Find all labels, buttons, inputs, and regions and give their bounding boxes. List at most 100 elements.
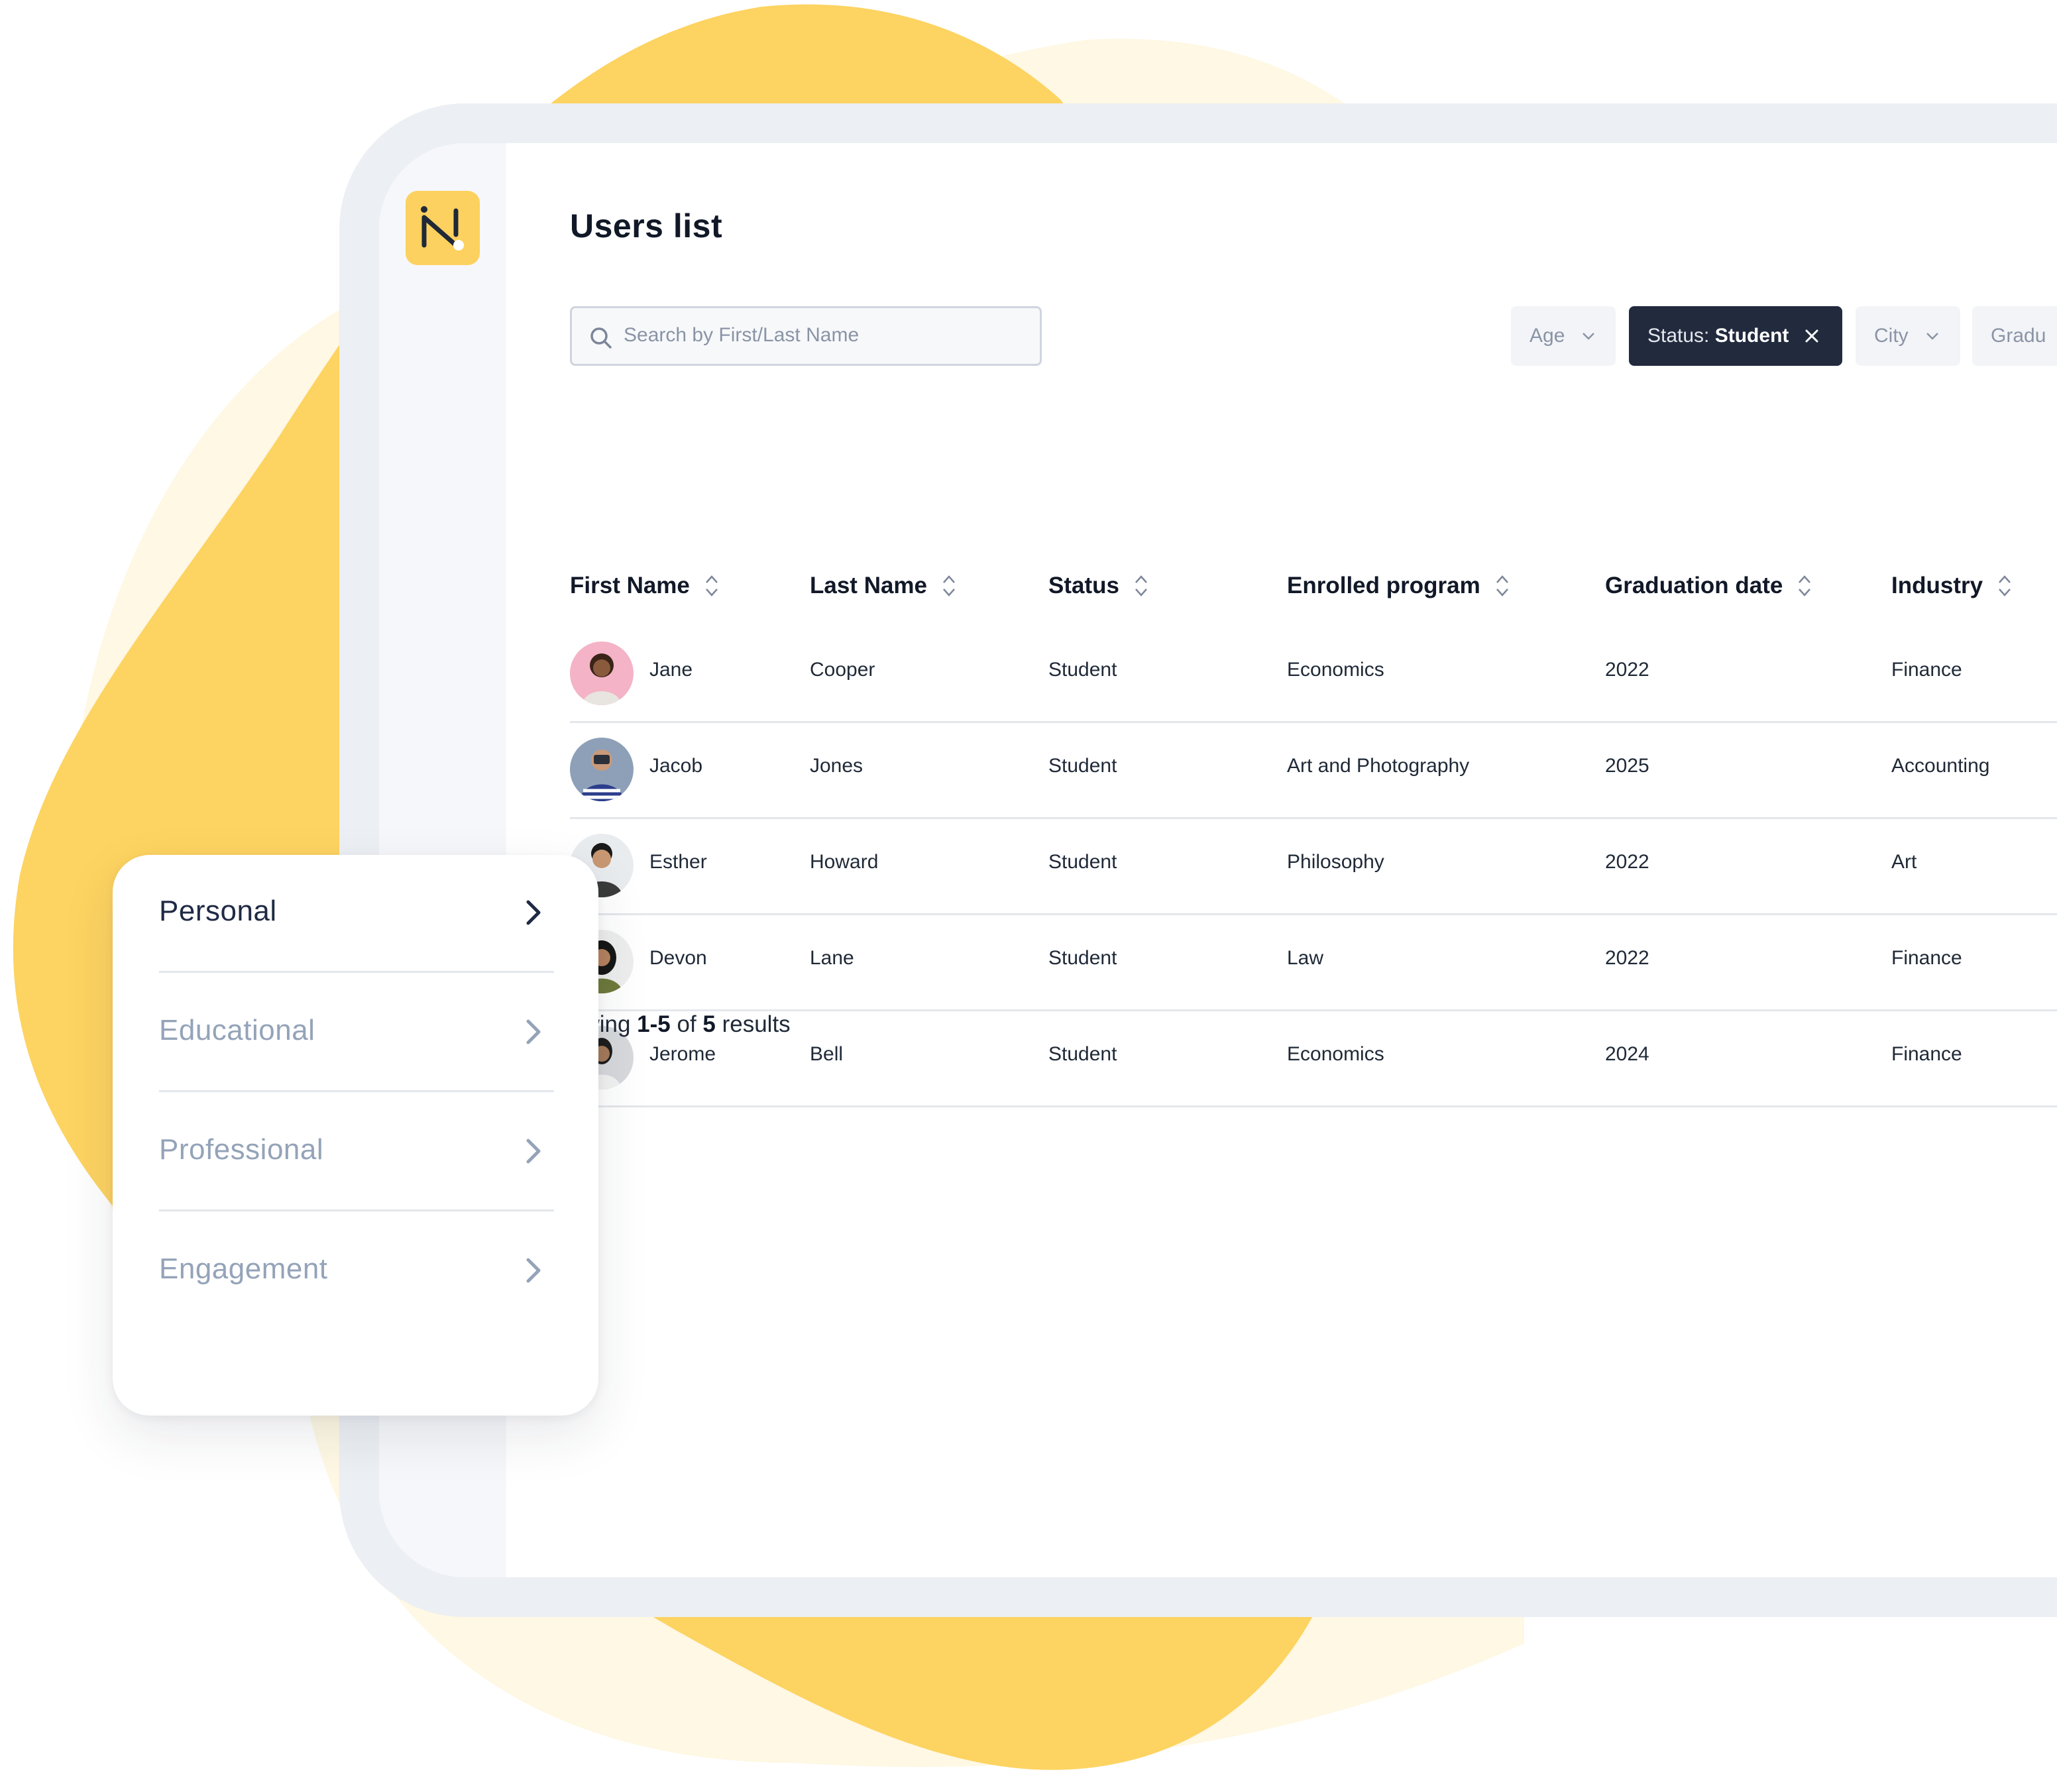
- cell-status: Student: [1048, 851, 1117, 873]
- cell-industry: Finance: [1891, 659, 1962, 681]
- column-header-status[interactable]: Status: [1048, 573, 1148, 599]
- category-educational[interactable]: Educational: [159, 974, 554, 1092]
- cell-last-name: Jones: [810, 755, 863, 777]
- chevron-right-icon: [526, 1258, 541, 1283]
- table-row[interactable]: Jerome Bell Student Economics 2024 Finan…: [570, 1011, 2057, 1107]
- cell-graduation: 2022: [1605, 659, 1649, 681]
- table-row[interactable]: Devon Lane Student Law 2022 Finance: [570, 915, 2057, 1011]
- category-personal[interactable]: Personal: [159, 855, 554, 973]
- filter-status-label: Status: Student: [1647, 325, 1789, 347]
- filter-city-label: City: [1874, 325, 1909, 347]
- search-input[interactable]: Search by First/Last Name: [570, 306, 1042, 366]
- cell-status: Student: [1048, 755, 1117, 777]
- main-content: Users list Search by First/Last Name Age…: [506, 143, 2057, 1577]
- chevron-right-icon: [526, 1139, 541, 1164]
- category-divider: [159, 971, 554, 973]
- filter-city[interactable]: City: [1856, 306, 1960, 366]
- column-header-label: Last Name: [810, 573, 928, 598]
- sort-icon: [943, 575, 955, 596]
- column-header-graduation-date[interactable]: Graduation date: [1605, 573, 1812, 599]
- cell-program: Philosophy: [1287, 851, 1384, 873]
- row-divider: [570, 1105, 2057, 1107]
- column-header-enrolled-program[interactable]: Enrolled program: [1287, 573, 1510, 599]
- column-header-label: Status: [1048, 573, 1119, 598]
- cell-industry: Art: [1891, 851, 1917, 873]
- search-placeholder: Search by First/Last Name: [624, 324, 860, 346]
- column-header-label: Graduation date: [1605, 573, 1783, 598]
- cell-last-name: Bell: [810, 1043, 844, 1065]
- category-divider: [159, 1209, 554, 1211]
- cell-program: Economics: [1287, 1043, 1384, 1065]
- sort-icon: [705, 575, 718, 596]
- filter-age[interactable]: Age: [1511, 306, 1616, 366]
- column-header-last-name[interactable]: Last Name: [810, 573, 956, 599]
- row-divider: [570, 721, 2057, 723]
- cell-industry: Finance: [1891, 947, 1962, 969]
- row-divider: [570, 1009, 2057, 1011]
- app-logo[interactable]: [406, 191, 480, 265]
- column-header-first-name[interactable]: First Name: [570, 573, 719, 599]
- filter-status-active[interactable]: Status: Student: [1629, 306, 1842, 366]
- cell-first-name: Esther: [649, 851, 707, 873]
- cell-graduation: 2022: [1605, 947, 1649, 969]
- filter-graduation[interactable]: Gradu: [1972, 306, 2057, 366]
- results-total: 5: [702, 1011, 716, 1037]
- cell-industry: Finance: [1891, 1043, 1962, 1065]
- sort-icon: [1799, 575, 1811, 596]
- category-divider: [159, 1090, 554, 1092]
- cell-program: Art and Photography: [1287, 755, 1470, 777]
- column-header-label: Industry: [1891, 573, 1983, 598]
- filter-age-label: Age: [1529, 325, 1565, 347]
- chevron-right-icon: [526, 1019, 541, 1044]
- cell-first-name: Devon: [649, 947, 707, 969]
- chevron-down-icon: [1583, 333, 1595, 340]
- table-row[interactable]: Jane Cooper Student Economics 2022 Finan…: [570, 627, 2057, 723]
- cell-graduation: 2025: [1605, 755, 1649, 777]
- category-label: Personal: [159, 895, 277, 927]
- cell-last-name: Lane: [810, 947, 854, 969]
- category-professional[interactable]: Professional: [159, 1093, 554, 1211]
- column-header-label: Enrolled program: [1287, 573, 1480, 598]
- chevron-down-icon: [1926, 333, 1938, 340]
- page-title: Users list: [570, 207, 723, 245]
- cell-program: Economics: [1287, 659, 1384, 681]
- row-divider: [570, 817, 2057, 819]
- cell-graduation: 2022: [1605, 851, 1649, 873]
- cell-status: Student: [1048, 659, 1117, 681]
- results-suffix: results: [715, 1011, 791, 1037]
- close-icon[interactable]: [1805, 329, 1819, 343]
- cell-industry: Accounting: [1891, 755, 1990, 777]
- cell-status: Student: [1048, 1043, 1117, 1065]
- results-range: 1-5: [637, 1011, 671, 1037]
- cell-graduation: 2024: [1605, 1043, 1649, 1065]
- category-card: Personal Educational Professional Engage…: [113, 855, 598, 1416]
- cell-program: Law: [1287, 947, 1324, 969]
- app-screen: Users list Search by First/Last Name Age…: [379, 143, 2057, 1577]
- cell-first-name: Jane: [649, 659, 693, 681]
- column-header-label: First Name: [570, 573, 690, 598]
- category-label: Engagement: [159, 1253, 328, 1285]
- category-label: Educational: [159, 1014, 315, 1046]
- filter-graduation-label: Gradu: [1991, 325, 2046, 347]
- column-header-industry[interactable]: Industry: [1891, 573, 2012, 599]
- avatar: [570, 738, 634, 801]
- row-divider: [570, 913, 2057, 915]
- cell-last-name: Cooper: [810, 659, 875, 681]
- avatar: [570, 642, 634, 705]
- sort-icon: [1999, 575, 2011, 596]
- cell-first-name: Jacob: [649, 755, 703, 777]
- sort-icon: [1496, 575, 1508, 596]
- filter-status-prefix: Status:: [1647, 325, 1710, 347]
- category-engagement[interactable]: Engagement: [159, 1213, 554, 1331]
- chevron-right-icon: [526, 900, 541, 925]
- cell-last-name: Howard: [810, 851, 879, 873]
- cell-status: Student: [1048, 947, 1117, 969]
- table-row[interactable]: Esther Howard Student Philosophy 2022 Ar…: [570, 819, 2057, 915]
- table-row[interactable]: Jacob Jones Student Art and Photography …: [570, 723, 2057, 819]
- logo-mark-icon: [421, 206, 464, 251]
- search-icon: [590, 327, 612, 349]
- results-middle: of: [670, 1011, 703, 1037]
- category-label: Professional: [159, 1133, 324, 1166]
- filter-status-value: Student: [1714, 325, 1789, 347]
- sort-icon: [1135, 575, 1147, 596]
